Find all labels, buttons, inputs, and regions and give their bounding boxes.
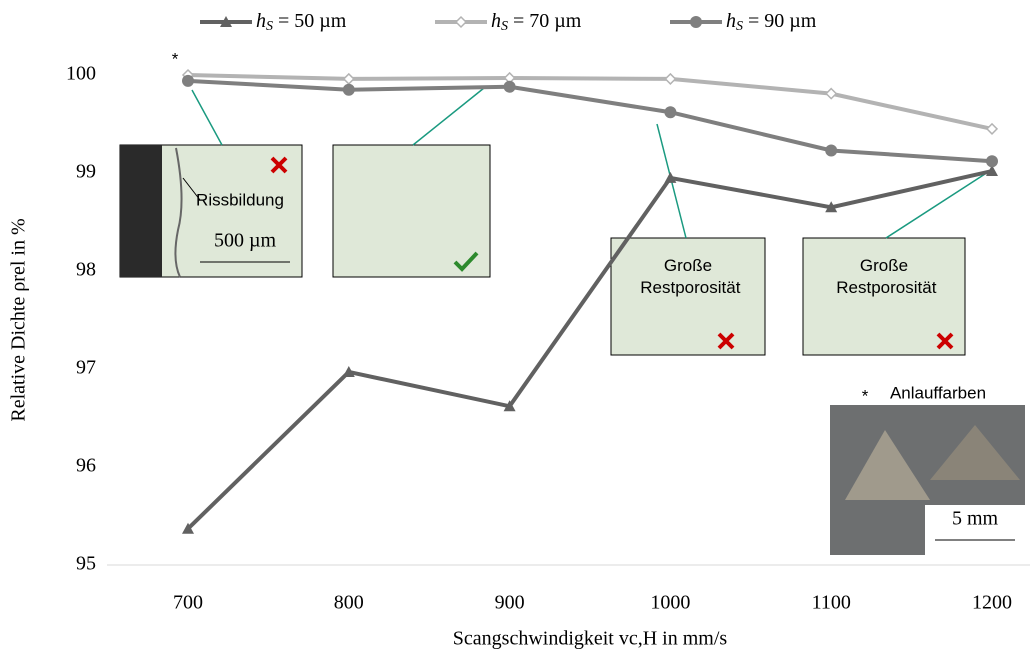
photo-scale-box <box>925 505 1025 555</box>
annotation: 5 mm <box>952 508 999 530</box>
y-tick-label: 100 <box>66 63 96 85</box>
annotation: * <box>862 386 869 405</box>
marker <box>664 106 677 119</box>
annotation: * <box>172 49 179 68</box>
x-icons <box>270 156 954 350</box>
x-icon <box>270 156 288 174</box>
marker <box>664 72 677 85</box>
marker <box>503 400 516 412</box>
arrow <box>191 89 223 146</box>
series-line <box>186 169 993 531</box>
x-axis-title: Scangschwindigkeit vc,H in mm/s <box>453 628 728 650</box>
y-axis-title: Relative Dichte ρrel in % <box>8 218 30 421</box>
check-icon <box>453 251 479 272</box>
annotation: 500 µm <box>214 230 277 252</box>
insets <box>119 87 1025 555</box>
legend-label: hS = 50 µm <box>256 10 347 35</box>
arrow <box>412 87 485 146</box>
marker <box>182 74 194 87</box>
x-tick-label: 800 <box>334 592 364 614</box>
micrograph-porosity-1 <box>610 237 766 356</box>
marker <box>454 15 468 29</box>
x-tick-label: 1100 <box>812 592 851 614</box>
x-icon <box>717 332 735 350</box>
y-tick-label: 96 <box>76 455 96 477</box>
annotation: Anlauffarben <box>890 383 986 402</box>
crack-line <box>174 147 183 278</box>
x-tick-label: 700 <box>173 592 203 614</box>
marker <box>342 83 355 96</box>
arrow <box>885 173 986 239</box>
photo-shape <box>930 425 1020 480</box>
series-line <box>187 73 993 131</box>
marker <box>342 72 355 85</box>
y-tick-label: 97 <box>76 357 96 379</box>
annotation: Große Restporosität <box>636 256 741 297</box>
marker <box>825 201 838 213</box>
marker <box>985 122 999 135</box>
marker <box>825 144 838 157</box>
marker <box>182 522 194 534</box>
marker <box>220 16 232 27</box>
y-tick-label: 95 <box>76 553 96 575</box>
annotation: Rissbildung <box>196 190 284 209</box>
y-tick-label: 99 <box>76 161 96 183</box>
crack-pointer <box>182 177 201 201</box>
legend-label: hS = 90 µm <box>726 10 817 35</box>
series-line <box>187 78 993 164</box>
y-tick-label: 98 <box>76 259 96 281</box>
arrows <box>191 87 986 239</box>
marker <box>986 155 998 168</box>
legend-label: hS = 70 µm <box>491 10 582 35</box>
marker <box>986 165 998 177</box>
micrograph-edge <box>120 145 162 277</box>
x-icon <box>936 332 954 350</box>
marker <box>342 365 355 377</box>
annotation: Große Restporosität <box>832 256 937 297</box>
micrograph-dense <box>332 144 491 278</box>
x-tick-label: 900 <box>495 592 525 614</box>
marker <box>664 171 677 183</box>
marker <box>825 87 838 100</box>
marker <box>503 80 516 93</box>
x-tick-label: 1200 <box>972 592 1012 614</box>
marker <box>690 16 702 28</box>
x-tick-label: 1000 <box>650 592 690 614</box>
photo-shape <box>845 430 930 500</box>
